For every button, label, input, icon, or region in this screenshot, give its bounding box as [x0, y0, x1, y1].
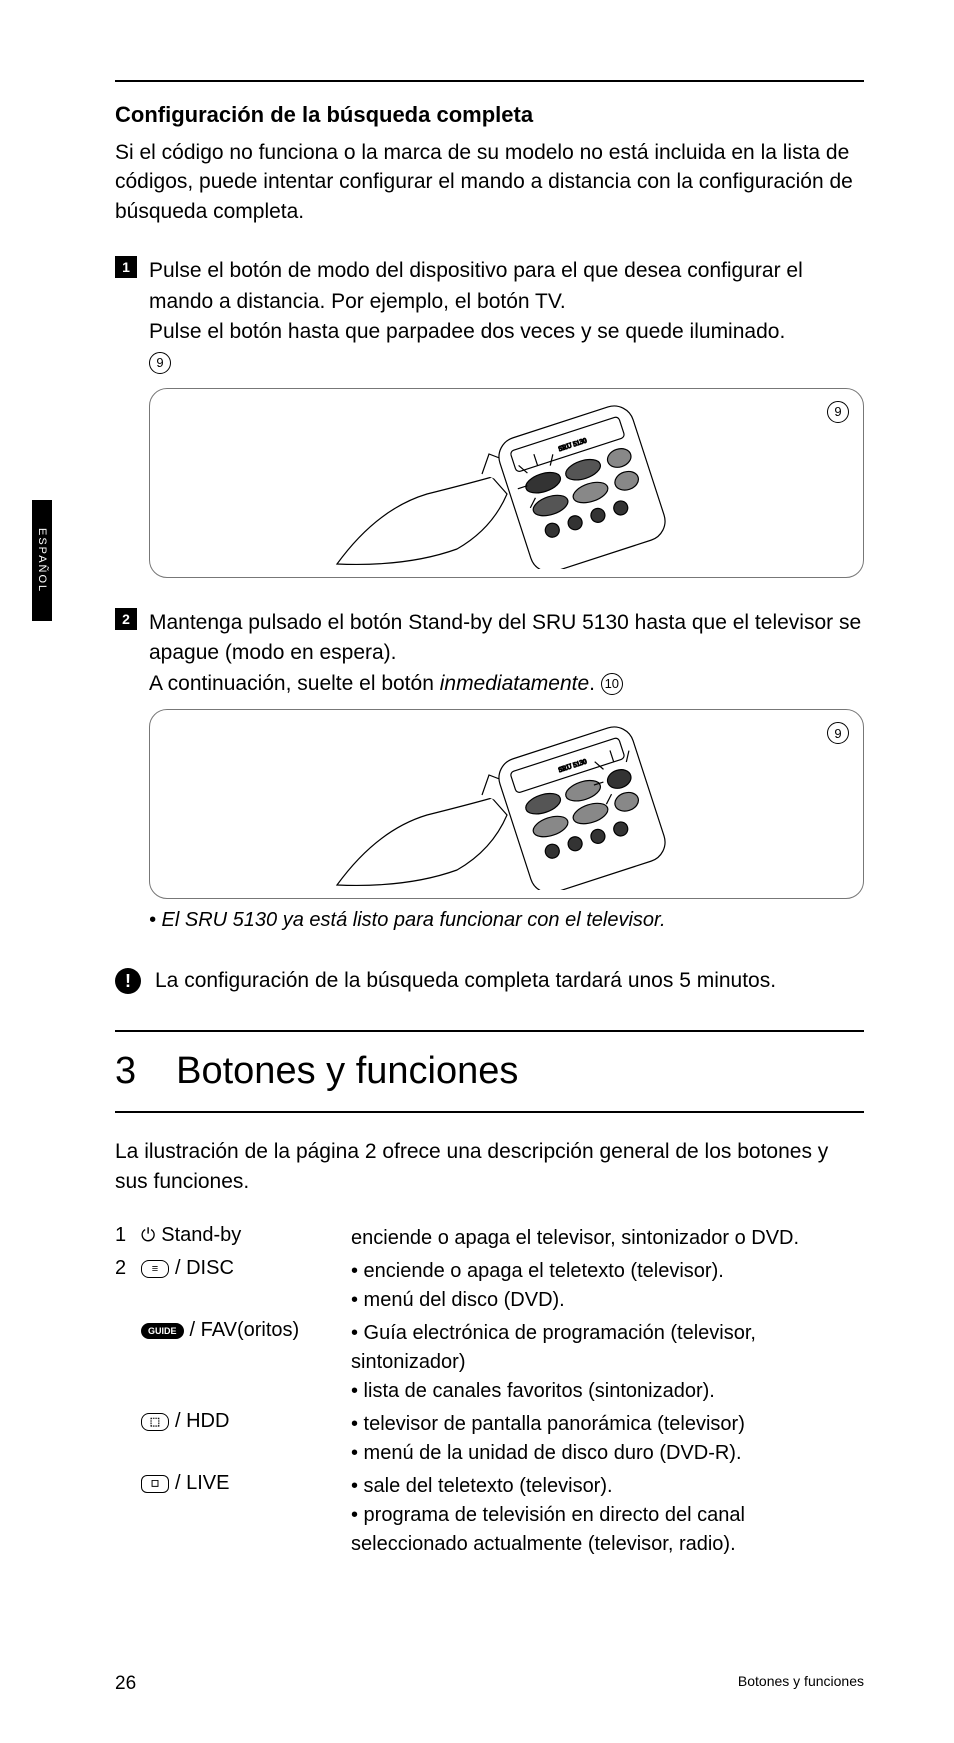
step-2-text-b2: inmediatamente — [440, 672, 589, 695]
func-desc-4: • televisor de pantalla panorámica (tele… — [351, 1410, 864, 1468]
section-3-heading: 3 Botones y funciones — [115, 1032, 864, 1113]
section-3-intro: La ilustración de la página 2 ofrece una… — [115, 1137, 864, 1196]
step-2-text-a: Mantenga pulsado el botón Stand-by del S… — [149, 611, 861, 664]
func-row-5: ◻ / LIVE • sale del teletexto (televisor… — [115, 1472, 864, 1559]
step-2-text-b3: . — [589, 672, 601, 695]
func-label-disc: ≡ / DISC — [141, 1257, 351, 1280]
step-1-text-a: Pulse el botón de modo del dispositivo p… — [149, 259, 803, 312]
func-num-2: 2 — [115, 1257, 141, 1280]
section-3-title: Botones y funciones — [176, 1050, 518, 1093]
func-row-2: 2 ≡ / DISC • enciende o apaga el teletex… — [115, 1257, 864, 1315]
guide-icon: GUIDE — [141, 1323, 184, 1339]
func-row-4: ⬚ / HDD • televisor de pantalla panorámi… — [115, 1410, 864, 1468]
config-heading: Configuración de la búsqueda completa — [115, 102, 864, 128]
info-text: La configuración de la búsqueda completa… — [155, 969, 776, 993]
func-num-1: 1 — [115, 1224, 141, 1247]
remote-illustration-2: SRU 5130 — [317, 720, 697, 890]
ref-10-icon: 10 — [601, 673, 623, 695]
ref-9-icon: 9 — [149, 352, 171, 374]
page-number: 26 — [115, 1673, 136, 1695]
wide-icon: ⬚ — [141, 1413, 169, 1431]
footer-section-name: Botones y funciones — [738, 1673, 864, 1695]
language-tab: ESPAÑOL — [32, 500, 52, 621]
step-1: 1 Pulse el botón de modo del dispositivo… — [115, 256, 864, 378]
func-desc-5: • sale del teletexto (televisor). • prog… — [351, 1472, 864, 1559]
func-row-3: GUIDE / FAV(oritos) • Guía electrónica d… — [115, 1319, 864, 1406]
step-1-number: 1 — [115, 256, 137, 278]
info-icon: ! — [115, 968, 141, 994]
figure-1: 9 SRU 5130 — [149, 388, 864, 578]
result-note: • El SRU 5130 ya está listo para funcion… — [149, 909, 864, 932]
func-desc-1: enciende o apaga el televisor, sintoniza… — [351, 1224, 864, 1253]
figure-1-ref-icon: 9 — [827, 401, 849, 423]
figure-2: 9 SRU 5130 — [149, 709, 864, 899]
step-2: 2 Mantenga pulsado el botón Stand-by del… — [115, 608, 864, 699]
func-label-live: ◻ / LIVE — [141, 1472, 351, 1495]
page-footer: 26 Botones y funciones — [115, 1673, 864, 1695]
func-label-fav: GUIDE / FAV(oritos) — [141, 1319, 351, 1342]
remote-illustration-1: SRU 5130 — [317, 399, 697, 569]
teletext-icon: ≡ — [141, 1260, 169, 1278]
func-label-hdd: ⬚ / HDD — [141, 1410, 351, 1433]
func-desc-2: • enciende o apaga el teletexto (televis… — [351, 1257, 864, 1315]
info-line: ! La configuración de la búsqueda comple… — [115, 968, 864, 994]
figure-2-ref-icon: 9 — [827, 722, 849, 744]
power-icon: ⏻ — [141, 1225, 155, 1246]
top-rule — [115, 80, 864, 82]
config-intro: Si el código no funciona o la marca de s… — [115, 138, 864, 226]
disc-label: / DISC — [175, 1257, 234, 1280]
standby-label: Stand-by — [161, 1224, 241, 1247]
live-label: / LIVE — [175, 1472, 229, 1495]
fav-label: / FAV(oritos) — [190, 1319, 300, 1342]
cancel-icon: ◻ — [141, 1475, 169, 1493]
hdd-label: / HDD — [175, 1410, 229, 1433]
func-row-1: 1 ⏻ Stand-by enciende o apaga el televis… — [115, 1224, 864, 1253]
func-label-standby: ⏻ Stand-by — [141, 1224, 351, 1247]
section-3-number: 3 — [115, 1050, 136, 1093]
step-2-text-b1: A continuación, suelte el botón — [149, 672, 440, 695]
function-table: 1 ⏻ Stand-by enciende o apaga el televis… — [115, 1224, 864, 1559]
func-desc-3: • Guía electrónica de programación (tele… — [351, 1319, 864, 1406]
step-2-number: 2 — [115, 608, 137, 630]
step-1-text-b: Pulse el botón hasta que parpadee dos ve… — [149, 320, 785, 343]
